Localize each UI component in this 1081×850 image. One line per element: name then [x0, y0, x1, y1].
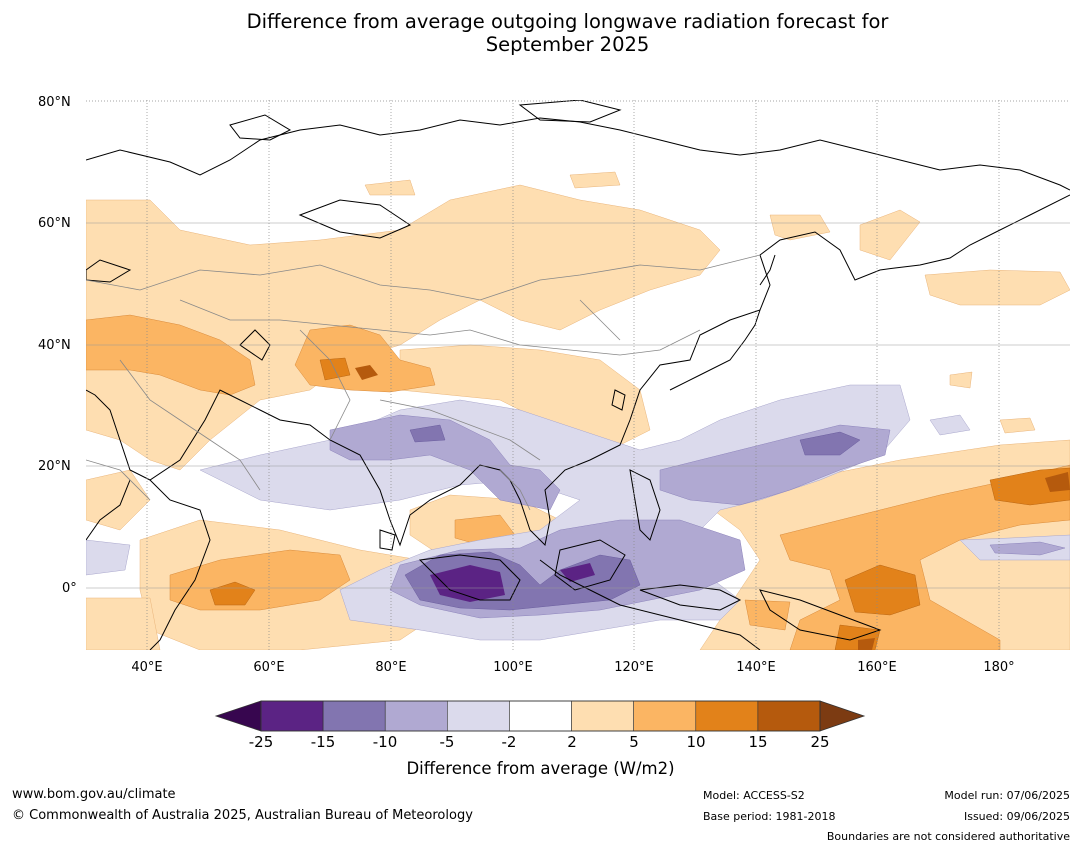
colorbar-tick: 25: [810, 733, 830, 751]
colorbar-swatch: [447, 700, 510, 732]
colorbar-tick: -2: [501, 733, 517, 751]
lat-label-0: 0°: [62, 581, 77, 596]
lon-label-40e: 40°E: [131, 660, 163, 675]
map-panel: [86, 100, 1070, 650]
bom-climate-link[interactable]: www.bom.gov.au/climate: [12, 787, 176, 802]
colorbar-tick: -10: [372, 733, 398, 751]
colorbar-under-arrow: [214, 700, 262, 732]
colorbar-label: Difference from average (W/m2): [406, 759, 675, 778]
boundaries-disclaimer: Boundaries are not considered authoritat…: [826, 830, 1070, 843]
lat-label-20n: 20°N: [38, 459, 71, 474]
lon-label-180: 180°: [983, 660, 1015, 675]
colorbar-tick: 5: [629, 733, 639, 751]
negative-anomaly-very-strong: [430, 563, 595, 602]
colorbar-tick: 10: [686, 733, 706, 751]
colorbar-swatch: [757, 700, 821, 732]
model-name: Model: ACCESS-S2: [703, 789, 805, 802]
colorbar-swatch: [571, 700, 634, 732]
colorbar-swatch: [260, 700, 324, 732]
model-run-date: Model run: 07/06/2025: [944, 789, 1070, 802]
title-line-1: Difference from average outgoing longwav…: [246, 10, 889, 33]
lon-label-60e: 60°E: [253, 660, 285, 675]
colorbar: [214, 700, 866, 732]
base-period: Base period: 1981-2018: [703, 810, 836, 823]
lat-label-40n: 40°N: [38, 338, 71, 353]
colorbar-over-arrow: [819, 700, 866, 732]
positive-anomaly-very-strong: [355, 365, 1070, 650]
colorbar-tick: 2: [567, 733, 577, 751]
colorbar-swatch: [695, 700, 759, 732]
coastlines: [86, 100, 1070, 650]
colorbar-tick: -25: [248, 733, 274, 751]
colorbar-swatch: [322, 700, 386, 732]
colorbar-tick: -5: [439, 733, 455, 751]
colorbar-swatch: [509, 700, 572, 732]
colorbar-tick: -15: [310, 733, 336, 751]
colorbar-swatch: [633, 700, 697, 732]
lat-label-60n: 60°N: [38, 216, 71, 231]
colorbar-swatches: [260, 700, 821, 732]
gridlines: [86, 100, 1070, 650]
copyright-text: © Commonwealth of Australia 2025, Austra…: [12, 808, 473, 823]
lon-label-120e: 120°E: [614, 660, 654, 675]
lon-label-160e: 160°E: [857, 660, 897, 675]
colorbar-tick: 15: [748, 733, 768, 751]
lon-label-80e: 80°E: [375, 660, 407, 675]
lat-label-80n: 80°N: [38, 95, 71, 110]
colorbar-swatch: [384, 700, 448, 732]
lon-label-140e: 140°E: [736, 660, 776, 675]
title-line-2: September 2025: [485, 33, 650, 56]
lon-label-100e: 100°E: [493, 660, 533, 675]
chart-title: Difference from average outgoing longwav…: [0, 10, 1081, 56]
issued-date: Issued: 09/06/2025: [963, 810, 1070, 823]
